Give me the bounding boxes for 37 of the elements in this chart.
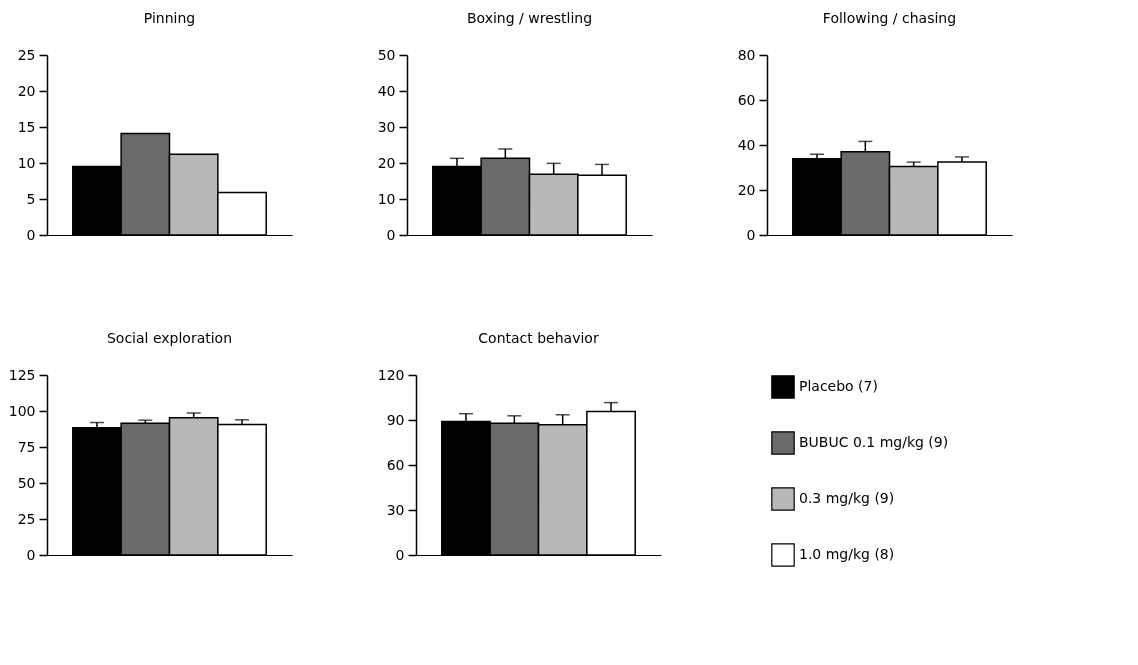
y-tick-label: 120 [377, 366, 405, 383]
y-tick-label: 20 [737, 181, 756, 198]
y-tick-label: 25 [17, 510, 36, 527]
y-tick-label: 75 [17, 438, 36, 455]
y-tick-label: 50 [17, 474, 36, 491]
y-tick-label: 20 [17, 82, 36, 99]
chart-title: Following / chasing [822, 10, 957, 26]
y-tick-label: 0 [746, 226, 756, 243]
y-tick-label: 20 [377, 154, 396, 171]
legend-label: 0.3 mg/kg (9) [799, 490, 895, 506]
y-tick-label: 25 [17, 46, 36, 63]
y-tick-label: 40 [377, 82, 396, 99]
y-tick-label: 90 [386, 411, 405, 428]
chart-title: Boxing / wrestling [466, 10, 593, 26]
y-tick-label: 5 [26, 190, 36, 207]
y-tick-label: 60 [386, 456, 405, 473]
y-tick-label: 0 [395, 546, 405, 563]
y-tick-label: 15 [17, 118, 36, 135]
y-tick-label: 10 [377, 190, 396, 207]
y-tick-label: 0 [26, 226, 36, 243]
y-tick-label: 30 [377, 118, 396, 135]
legend-label: Placebo (7) [799, 378, 878, 394]
chart-title: Contact behavior [478, 330, 599, 346]
chart-title: Social exploration [106, 330, 233, 346]
y-tick-label: 125 [8, 366, 36, 383]
y-tick-label: 50 [377, 46, 396, 63]
legend-label: 1.0 mg/kg (8) [799, 546, 895, 562]
y-tick-label: 30 [386, 501, 405, 518]
y-tick-label: 40 [737, 136, 756, 153]
y-tick-label: 0 [26, 546, 36, 563]
legend-label: BUBUC 0.1 mg/kg (9) [799, 434, 949, 450]
chart-title: Pinning [143, 10, 196, 26]
y-tick-label: 0 [386, 226, 396, 243]
y-tick-label: 10 [17, 154, 36, 171]
y-tick-label: 100 [8, 402, 36, 419]
y-tick-label: 80 [737, 46, 756, 63]
y-tick-label: 60 [737, 91, 756, 108]
